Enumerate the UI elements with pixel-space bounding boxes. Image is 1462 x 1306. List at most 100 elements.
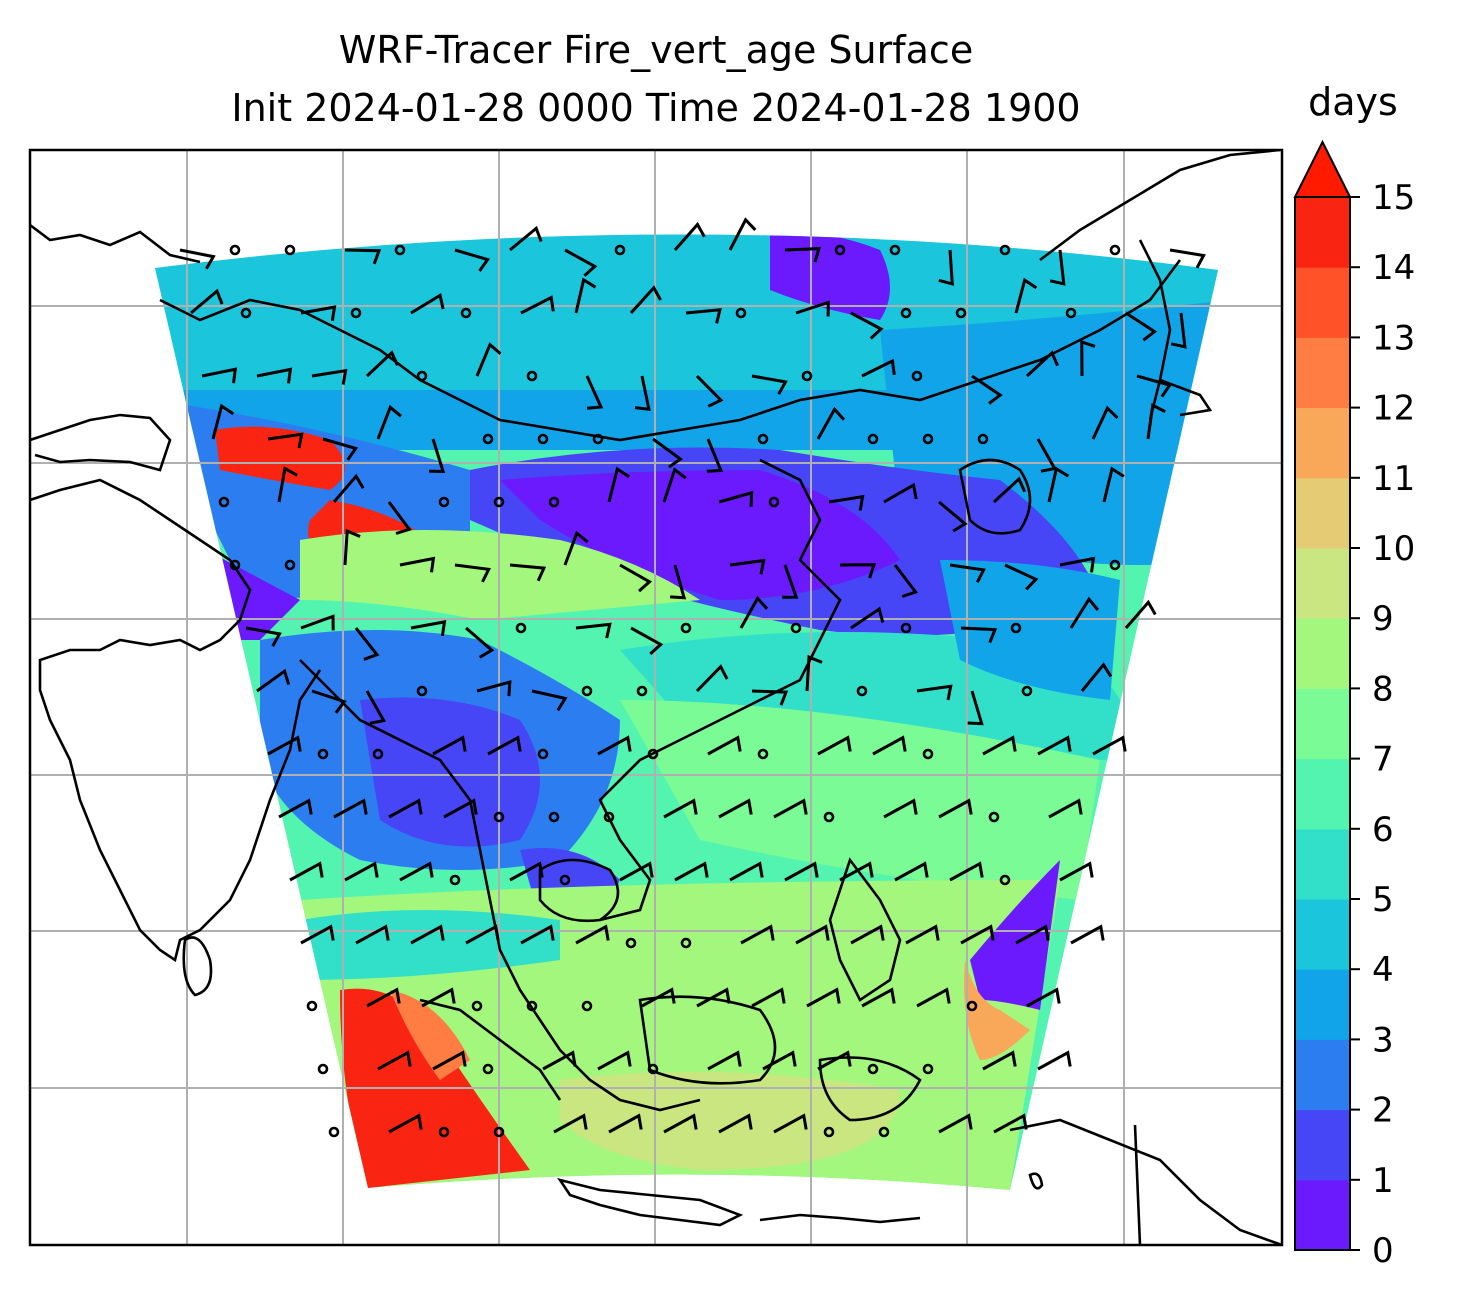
wind-barb: [905, 924, 940, 945]
calm-wind-circle: [856, 685, 868, 697]
wind-barb: [421, 987, 456, 1008]
calm-wind-circle: [834, 244, 846, 256]
colorbar-tick-label: 7: [1372, 740, 1394, 780]
calm-wind-circle: [790, 622, 802, 634]
wind-barb: [1059, 861, 1094, 882]
calm-wind-circle: [526, 1000, 538, 1012]
wind-barb: [1125, 311, 1158, 342]
wind-barb: [387, 501, 412, 535]
calm-wind-circle: [218, 496, 230, 508]
colorbar-tick-label: 15: [1372, 178, 1415, 218]
wind-barb: [1015, 924, 1050, 945]
wind-barb: [685, 308, 722, 324]
wind-barb: [673, 221, 706, 251]
wind-barb: [190, 288, 224, 315]
wind-barb: [1092, 735, 1127, 756]
colorbar-tick-label: 1: [1372, 1161, 1394, 1201]
wind-barb: [1169, 248, 1206, 269]
wind-barb: [938, 249, 954, 286]
wind-barb: [1048, 798, 1083, 819]
wind-barb: [1146, 403, 1166, 440]
wind-barb: [773, 798, 808, 819]
wind-barb: [751, 689, 789, 706]
wind-barb: [641, 987, 676, 1008]
calm-wind-circle: [372, 748, 384, 760]
wind-barb: [751, 987, 786, 1008]
wind-barb: [476, 680, 512, 697]
calm-wind-circle: [350, 307, 362, 319]
colorbar-tick-label: 10: [1372, 529, 1415, 569]
calm-wind-circle: [471, 1000, 483, 1012]
colorbar-label: days: [1308, 80, 1398, 124]
calm-wind-circle: [229, 559, 241, 571]
calm-wind-circle: [548, 811, 560, 823]
colorbar-band: [1295, 337, 1350, 409]
wind-barb: [663, 798, 698, 819]
calm-wind-circle: [1021, 685, 1033, 697]
wind-barb: [365, 350, 399, 378]
tracer-field: [155, 234, 1218, 1191]
calm-wind-circle: [889, 244, 901, 256]
calm-wind-circle: [614, 244, 626, 256]
calm-wind-circle: [603, 811, 615, 823]
colorbar-tick-label: 8: [1372, 669, 1394, 709]
wind-barb: [1037, 1050, 1072, 1071]
wind-barb: [211, 403, 235, 440]
wind-barb: [300, 924, 335, 945]
wind-barb: [938, 500, 968, 533]
wind-barb: [949, 861, 984, 882]
calm-wind-circle: [317, 1063, 329, 1075]
wind-barb: [806, 987, 841, 1008]
wind-barb: [971, 374, 1003, 405]
calm-wind-circle: [823, 1126, 835, 1138]
calm-wind-circle: [900, 622, 912, 634]
calm-wind-circle: [768, 496, 780, 508]
wind-barb: [410, 924, 445, 945]
wind-barb: [773, 1113, 808, 1134]
wind-barb: [432, 1050, 467, 1071]
calm-wind-circle: [757, 433, 769, 445]
wind-barb: [817, 1050, 852, 1071]
colorbar-band: [1295, 477, 1350, 549]
wind-barb: [993, 1113, 1028, 1134]
wind-barb: [938, 798, 973, 819]
calm-wind-circle: [647, 748, 659, 760]
wind-barb: [575, 924, 610, 945]
wind-barb: [585, 375, 604, 410]
calm-wind-circle: [955, 307, 967, 319]
wind-barb: [574, 277, 597, 314]
wind-barb: [817, 735, 852, 756]
wind-barb: [1036, 438, 1058, 473]
wind-barb: [916, 684, 953, 701]
calm-wind-circle: [482, 433, 494, 445]
calm-wind-circle: [449, 874, 461, 886]
wind-barb: [520, 295, 555, 315]
wind-barb: [839, 861, 874, 882]
wind-barb: [729, 558, 766, 575]
wind-barb: [883, 798, 918, 819]
calm-wind-circle: [581, 685, 593, 697]
colorbar-tick-label: 5: [1372, 880, 1394, 920]
wind-barb: [311, 689, 347, 714]
calm-wind-circle: [438, 1126, 450, 1138]
wind-barb: [1170, 312, 1187, 349]
wind-barb: [728, 217, 757, 251]
wind-barb: [850, 924, 885, 945]
wind-barb: [322, 437, 359, 461]
calm-wind-circle: [328, 1126, 340, 1138]
wind-barb: [992, 476, 1027, 504]
calm-wind-circle: [229, 244, 241, 256]
wind-barb: [893, 564, 919, 598]
wind-barb: [1069, 596, 1100, 629]
colorbar-tick-label: 13: [1372, 318, 1415, 358]
calm-wind-circle: [1109, 244, 1121, 256]
calm-wind-circle: [438, 496, 450, 508]
wind-barb: [784, 247, 822, 263]
colorbar-band: [1295, 548, 1350, 619]
wind-barb: [634, 375, 651, 412]
wind-barb: [629, 285, 662, 315]
wind-barb: [938, 1113, 973, 1134]
calm-wind-circle: [922, 1063, 934, 1075]
calm-wind-circle: [999, 874, 1011, 886]
calm-wind-circle: [493, 811, 505, 823]
